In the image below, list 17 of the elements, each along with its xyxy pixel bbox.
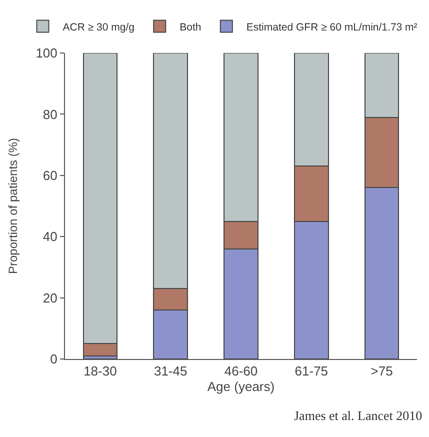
text: James et al. Lancet 2010 — [294, 408, 422, 423]
x-tick-label: >75 — [370, 364, 393, 379]
legend-label: ACR ≥ 30 mg/g — [62, 21, 135, 34]
y-axis-title: Proportion of patients (%) — [6, 138, 20, 274]
y-tick-label: 80 — [42, 106, 58, 122]
x-tick-label: 18-30 — [84, 364, 117, 379]
y-tick-label: 20 — [42, 290, 58, 306]
x-tick-label: 46-60 — [224, 364, 258, 379]
y-tick-label: 40 — [42, 229, 58, 244]
y-tick-label: 100 — [36, 46, 58, 61]
legend-label: Estimated GFR ≥ 60 mL/min/1.73 m² — [246, 21, 418, 34]
y-tick-label: 0 — [50, 352, 58, 367]
x-axis-title: Age (years) — [207, 379, 275, 394]
legend-label: Both — [180, 21, 202, 34]
x-tick-label: 31-45 — [154, 364, 188, 379]
x-tick-label: 61-75 — [294, 364, 328, 379]
y-tick-label: 60 — [42, 168, 58, 183]
